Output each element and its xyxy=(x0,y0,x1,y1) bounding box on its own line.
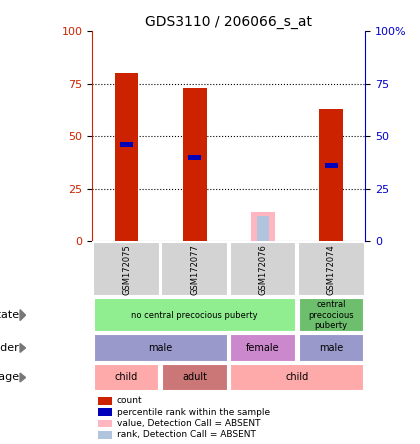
Text: central
precocious
puberty: central precocious puberty xyxy=(308,300,354,330)
Bar xyxy=(251,212,275,241)
FancyBboxPatch shape xyxy=(94,334,228,361)
FancyBboxPatch shape xyxy=(94,364,159,391)
Text: development stage: development stage xyxy=(0,373,18,382)
Text: adult: adult xyxy=(182,373,207,382)
FancyBboxPatch shape xyxy=(162,364,228,391)
Polygon shape xyxy=(20,344,26,353)
Bar xyxy=(325,163,338,168)
FancyBboxPatch shape xyxy=(93,242,160,297)
Bar xyxy=(120,142,133,147)
Text: percentile rank within the sample: percentile rank within the sample xyxy=(117,408,270,416)
Bar xyxy=(257,216,269,241)
Bar xyxy=(183,88,207,241)
Text: female: female xyxy=(246,343,280,353)
Text: GSM172077: GSM172077 xyxy=(190,244,199,294)
FancyBboxPatch shape xyxy=(161,242,228,297)
Bar xyxy=(98,408,112,416)
Text: male: male xyxy=(319,343,344,353)
Text: GSM172075: GSM172075 xyxy=(122,244,131,294)
Text: count: count xyxy=(117,396,143,405)
FancyBboxPatch shape xyxy=(299,334,364,361)
Text: GSM172076: GSM172076 xyxy=(259,244,268,294)
Polygon shape xyxy=(20,373,26,382)
FancyBboxPatch shape xyxy=(94,298,296,332)
FancyBboxPatch shape xyxy=(298,242,365,297)
Text: child: child xyxy=(286,373,309,382)
Text: gender: gender xyxy=(0,343,18,353)
FancyBboxPatch shape xyxy=(299,298,364,332)
Text: male: male xyxy=(149,343,173,353)
Bar xyxy=(319,109,343,241)
Title: GDS3110 / 206066_s_at: GDS3110 / 206066_s_at xyxy=(145,15,312,29)
Text: no central precocious puberty: no central precocious puberty xyxy=(131,311,258,320)
FancyBboxPatch shape xyxy=(230,364,364,391)
Text: disease state: disease state xyxy=(0,310,18,320)
FancyBboxPatch shape xyxy=(230,334,296,361)
Bar xyxy=(98,397,112,404)
Text: child: child xyxy=(115,373,138,382)
Bar xyxy=(98,431,112,439)
Bar xyxy=(98,420,112,427)
Text: rank, Detection Call = ABSENT: rank, Detection Call = ABSENT xyxy=(117,430,256,439)
Bar xyxy=(188,155,201,160)
Text: value, Detection Call = ABSENT: value, Detection Call = ABSENT xyxy=(117,419,260,428)
FancyBboxPatch shape xyxy=(230,242,297,297)
Text: GSM172074: GSM172074 xyxy=(327,244,336,294)
Bar xyxy=(115,73,139,241)
Polygon shape xyxy=(20,310,26,321)
